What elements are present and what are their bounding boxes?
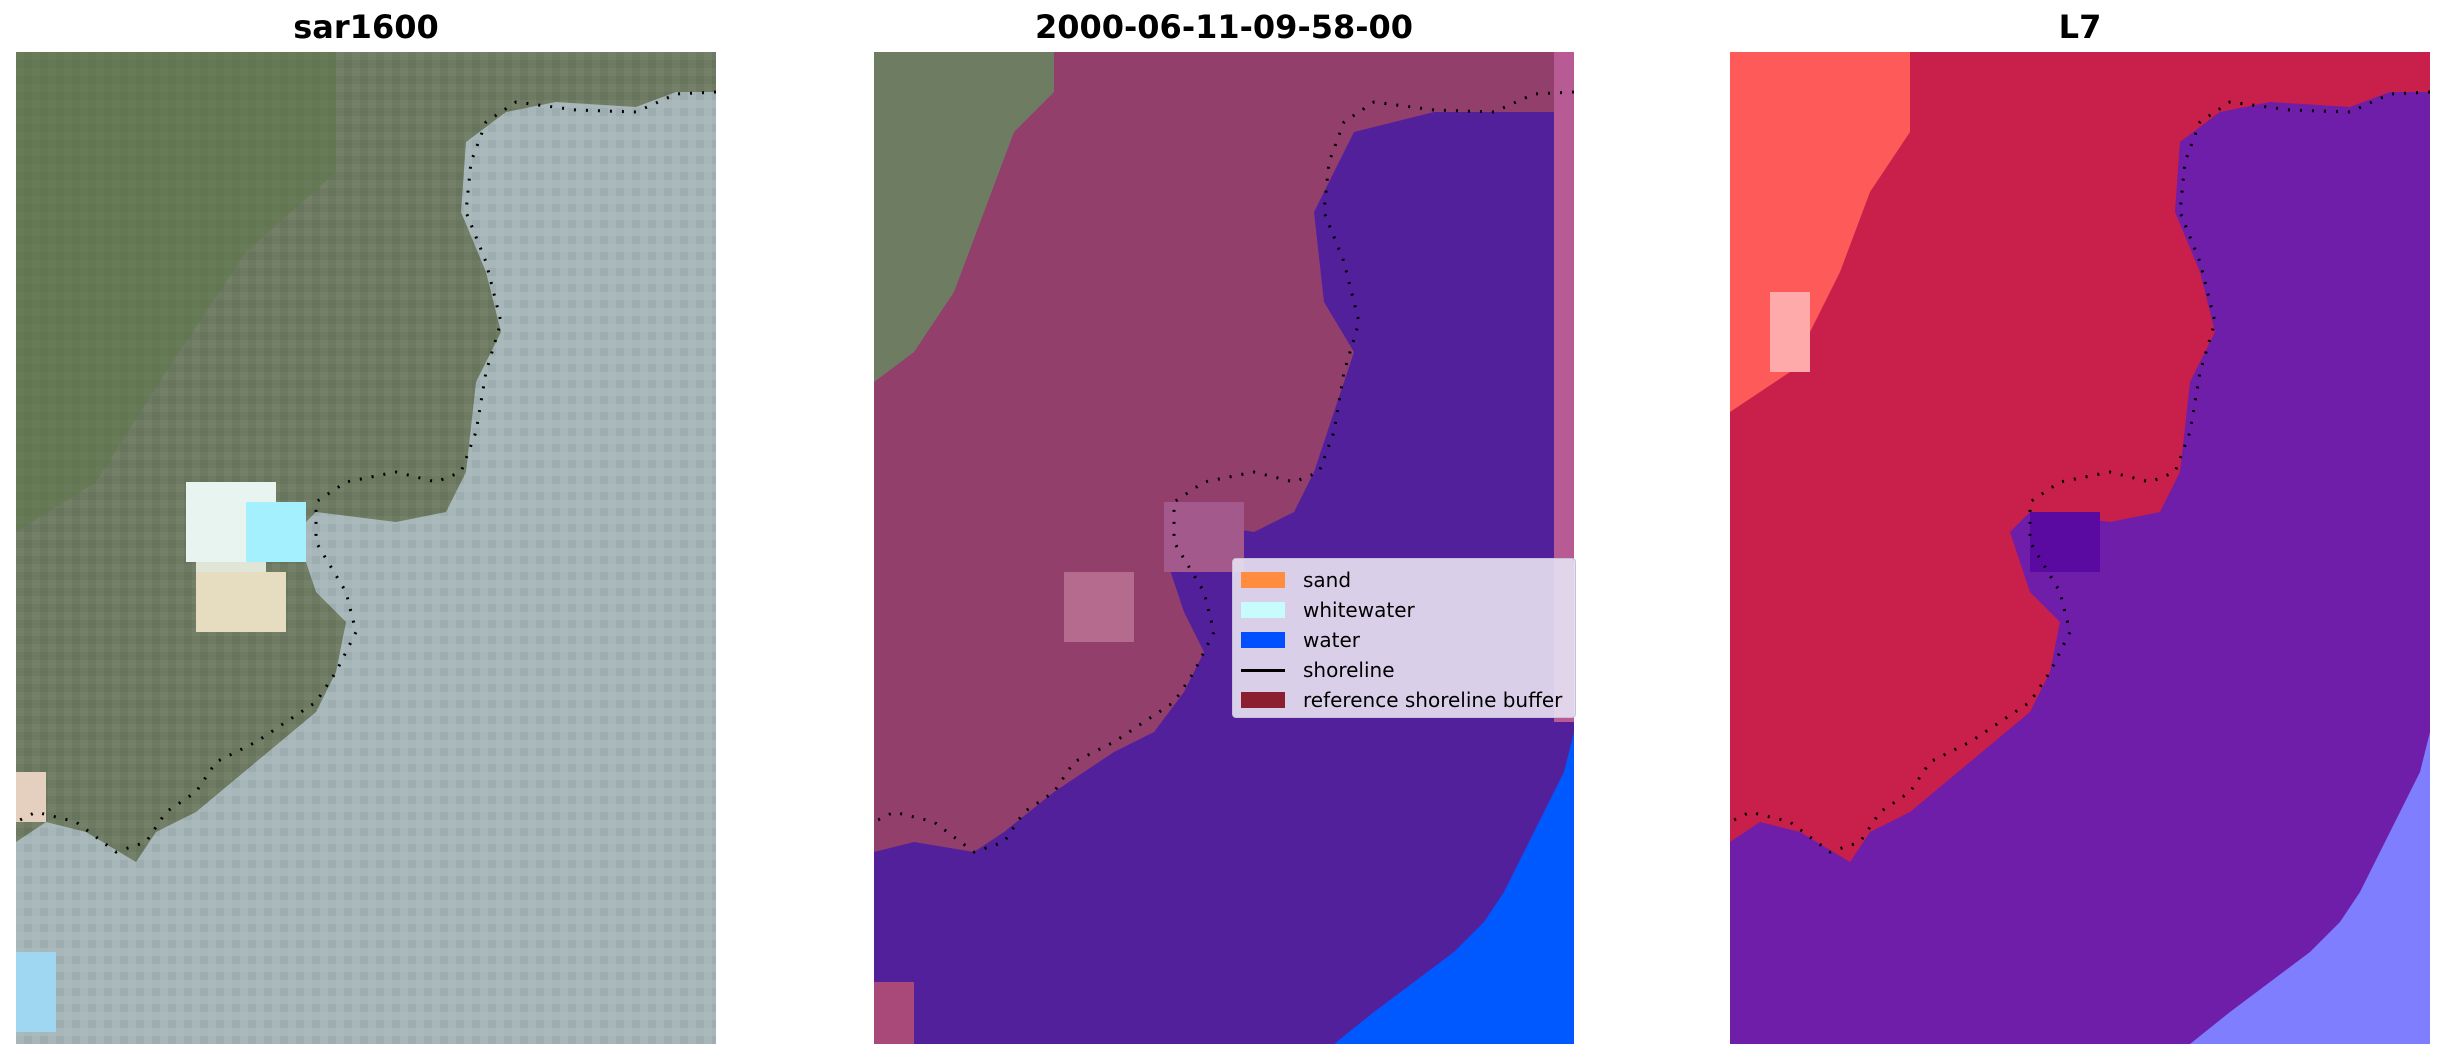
rgb-image <box>16 52 716 1044</box>
panel-title-sar1600: sar1600 <box>293 8 439 46</box>
legend-label: sand <box>1303 568 1352 592</box>
legend-line-shoreline <box>1241 668 1285 672</box>
l7-land-area <box>1730 52 2430 862</box>
l7-light-water <box>2190 732 2430 1044</box>
l7-image <box>1730 52 2430 1044</box>
classified-image-panel <box>874 52 1574 1044</box>
unclassified-land <box>874 52 1054 382</box>
legend-swatch-reference-buffer <box>1241 692 1285 708</box>
legend-swatch-whitewater <box>1241 602 1285 618</box>
legend-item-whitewater: whitewater <box>1241 595 1567 625</box>
sand-patch <box>196 572 286 632</box>
legend-label: reference shoreline buffer <box>1303 688 1563 712</box>
legend: sand whitewater water shoreline referenc… <box>1232 558 1576 718</box>
legend-label: water <box>1303 628 1360 652</box>
classified-image <box>874 52 1574 1044</box>
legend-item-water: water <box>1241 625 1567 655</box>
legend-swatch-water <box>1241 632 1285 648</box>
rgb-image-panel <box>16 52 716 1044</box>
legend-item-shoreline: shoreline <box>1241 655 1567 685</box>
legend-item-reference-buffer: reference shoreline buffer <box>1241 685 1567 715</box>
classified-land-area <box>874 52 1574 852</box>
panel-title-date: 2000-06-11-09-58-00 <box>1034 8 1414 46</box>
water-class-area <box>1334 732 1574 1044</box>
legend-item-sand: sand <box>1241 565 1567 595</box>
legend-label: shoreline <box>1303 658 1395 682</box>
legend-swatch-sand <box>1241 572 1285 588</box>
panel-title-l7: L7 <box>2058 8 2102 46</box>
legend-label: whitewater <box>1303 598 1415 622</box>
l7-image-panel <box>1730 52 2430 1044</box>
